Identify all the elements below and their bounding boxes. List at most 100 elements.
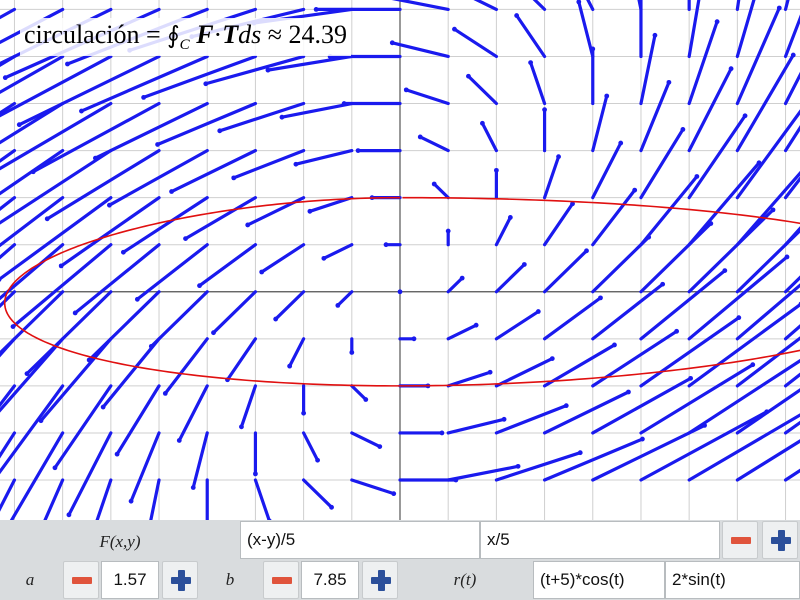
field-vector (542, 155, 561, 200)
field-vector (591, 141, 623, 200)
field-vector (239, 384, 258, 429)
field-vector-tip (563, 403, 569, 409)
field-vector (232, 148, 306, 180)
b-minus-button[interactable] (263, 561, 299, 599)
field-vector (288, 337, 306, 368)
field-vector-tip (790, 52, 796, 58)
field-vector-tip (514, 13, 520, 18)
field-vector-tip (10, 324, 16, 329)
field-vector-tip (584, 248, 589, 254)
field-vector (577, 0, 595, 59)
a-label: a (25, 570, 35, 589)
field-vector-tip (66, 512, 72, 518)
b-plus-button[interactable] (362, 561, 398, 599)
field-vector-tip (287, 363, 293, 369)
field-vector-tip (521, 262, 527, 267)
field-vector (446, 370, 492, 388)
field-vector (542, 390, 631, 435)
field-vector (687, 302, 800, 388)
field-minus-button[interactable] (722, 521, 758, 559)
field-vector (218, 101, 306, 133)
field-vector-tip (403, 87, 409, 93)
field-vector-tip (652, 32, 658, 38)
field-vector (45, 148, 161, 221)
field-vector-tip (72, 310, 78, 316)
field-vector-tip (487, 369, 493, 375)
a-minus-button[interactable] (63, 561, 99, 599)
field-vector (9, 431, 65, 520)
field-vector (155, 101, 258, 147)
field-vector-tip (307, 208, 313, 214)
field-vector (542, 249, 589, 294)
field-vector-tip (770, 207, 776, 213)
field-vector (129, 431, 161, 503)
field-vector (87, 290, 161, 362)
field-vector-tip (93, 155, 98, 161)
field-vector (0, 101, 65, 145)
field-vector-tip (176, 438, 182, 443)
field-vector-tip (58, 263, 64, 269)
field-vector (639, 127, 685, 200)
field-vector-tip (197, 283, 202, 289)
ds-symbol: ds (238, 20, 262, 49)
field-vector-tip (301, 410, 307, 416)
field-vector-tip (279, 114, 285, 120)
vector-field-plot[interactable] (0, 0, 800, 520)
field-vector (390, 41, 450, 59)
fy-input[interactable]: x/5 (480, 521, 720, 559)
field-vector-tip (183, 236, 188, 241)
field-vector-tip (106, 202, 112, 208)
field-vector (542, 296, 603, 341)
b-value-field[interactable]: 7.85 (301, 561, 359, 599)
field-vector-tip (273, 316, 279, 322)
field-plus-button[interactable] (762, 521, 798, 559)
field-vector (639, 33, 657, 106)
field-vector-tip (134, 296, 140, 302)
field-vector-tip (363, 397, 369, 402)
field-vector-tip (632, 187, 638, 193)
field-vector-tip (2, 75, 8, 81)
field-vector-tip (674, 328, 680, 334)
field-vector-tip (459, 275, 465, 281)
field-vector (586, 0, 595, 12)
field-vector-tip (335, 303, 341, 308)
field-vector-tip (694, 174, 700, 179)
field-vector (0, 54, 113, 118)
field-vector-tip (377, 444, 383, 449)
field-vector-tip (515, 463, 521, 469)
field-vector-tip (86, 357, 92, 363)
field-vector-tip (466, 73, 471, 79)
fx-input[interactable]: (x-y)/5 (240, 521, 480, 559)
field-vector (494, 262, 526, 294)
field-vector-tip (293, 161, 299, 167)
field-vector-tip (722, 268, 728, 273)
field-vector (639, 316, 741, 388)
field-vector (350, 384, 368, 402)
field-vector (687, 255, 789, 341)
minus-icon (731, 537, 751, 544)
field-vector-tip (397, 289, 403, 295)
a-value-field[interactable]: 1.57 (101, 561, 159, 599)
field-vector-tip (577, 450, 583, 456)
a-plus-button[interactable] (162, 561, 198, 599)
field-vector (542, 437, 645, 482)
field-vector (735, 0, 741, 12)
field-vector (53, 384, 113, 470)
field-vector (735, 439, 800, 482)
field-vector (687, 20, 719, 106)
field-vector (446, 323, 478, 341)
minus-icon (272, 577, 292, 584)
field-vector (687, 114, 747, 200)
field-vector (446, 464, 520, 482)
field-vector-tip (267, 518, 272, 520)
field-vector-tip (389, 40, 395, 46)
field-vector-tip (44, 216, 50, 222)
field-vector (149, 478, 161, 520)
field-vector (735, 6, 781, 106)
rx-input[interactable]: (t+5)*cos(t) (533, 561, 665, 599)
field-vector-tip (355, 148, 361, 153)
curve-label: r(t) (453, 570, 477, 589)
ry-input[interactable]: 2*sin(t) (665, 561, 800, 599)
field-vector (197, 243, 258, 288)
field-vector (73, 243, 161, 315)
